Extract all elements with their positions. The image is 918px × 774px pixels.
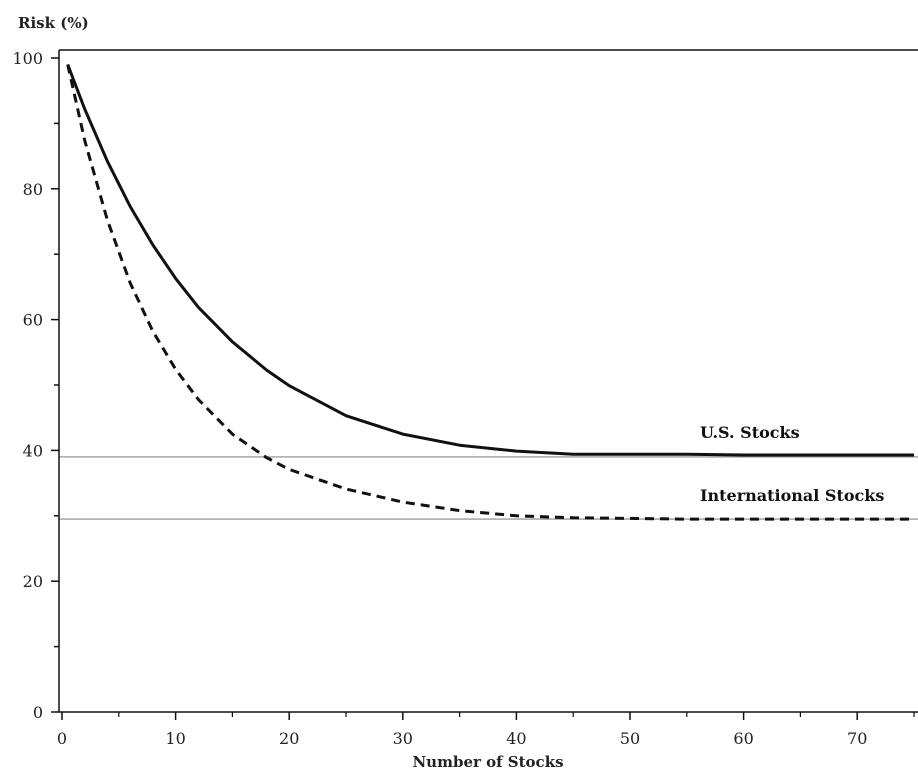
x-tick-label-0: 0	[57, 729, 67, 748]
international-stocks-label: International Stocks	[700, 486, 884, 505]
y-tick-label-1: 20	[23, 572, 43, 591]
x-tick-label-4: 40	[506, 729, 526, 748]
reference-lines	[59, 456, 918, 520]
x-tick-label-6: 60	[733, 729, 753, 748]
series-line-0	[66, 63, 914, 457]
y-tick-label-0: 0	[33, 703, 43, 722]
y-axis-title: Risk (%)	[18, 14, 89, 32]
x-axis-ticks: 0 10 20 30 40 50 60 70	[57, 712, 915, 748]
series-line-1	[66, 64, 914, 521]
x-tick-label-2: 20	[279, 729, 299, 748]
y-tick-label-2: 40	[23, 441, 43, 460]
y-tick-label-3: 60	[23, 311, 43, 330]
x-tick-label-7: 70	[847, 729, 867, 748]
us-stocks-label: U.S. Stocks	[700, 423, 800, 442]
x-tick-label-1: 10	[165, 729, 185, 748]
series-lines	[66, 63, 914, 521]
y-tick-label-4: 80	[23, 180, 43, 199]
y-tick-label-5: 100	[12, 49, 43, 68]
x-tick-label-5: 50	[620, 729, 640, 748]
x-tick-label-3: 30	[393, 729, 413, 748]
y-axis-ticks: 0 20 40 60 80 100	[12, 49, 59, 722]
x-axis-title: Number of Stocks	[412, 753, 563, 771]
